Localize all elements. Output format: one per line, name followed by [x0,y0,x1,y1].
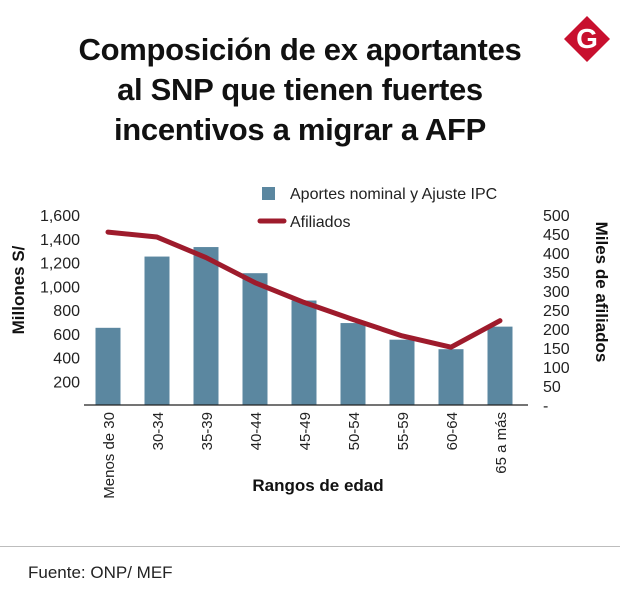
bar-35-39 [193,247,219,405]
right-tick-label: 400 [543,246,570,263]
left-tick-label: 1,000 [40,279,80,296]
legend-line-label: Afiliados [290,214,350,231]
category-label: 30-34 [150,412,167,450]
legend-bar-swatch [262,187,275,200]
left-tick-label: 400 [53,351,80,368]
bar-45-49 [291,300,317,405]
bar-60-64 [438,349,464,405]
combo-chart: 200 400 600 800 1,000 1,200 1,400 1,600 - 50 100 15… [9,186,611,499]
right-tick-label: 350 [543,265,570,282]
category-label: 35-39 [199,412,216,450]
bar-55-59 [389,339,415,405]
left-tick-label: 1,600 [40,208,80,225]
right-tick-label: 300 [543,284,570,301]
source-divider [0,546,620,547]
x-axis-title: Rangos de edad [252,476,383,495]
category-label: 50-54 [346,412,363,450]
chart-title: Composición de ex aportantes al SNP que … [30,30,570,150]
title-line-1: Composición de ex aportantes [78,32,522,67]
bar-50-54 [340,323,366,405]
right-tick-label: 200 [543,322,570,339]
right-tick-label: 500 [543,208,570,225]
category-label: 45-49 [297,412,314,450]
source-note: Fuente: ONP/ MEF [28,563,173,582]
legend-bar-label: Aportes nominal y Ajuste IPC [290,186,497,203]
right-tick-label: - [543,398,548,415]
bar-65-a-más [487,326,513,405]
left-tick-label: 1,200 [40,256,80,273]
y-axis-right-title: Miles de afiliados [592,222,611,363]
right-tick-label: 100 [543,360,570,377]
category-label: 40-44 [248,412,265,450]
category-label: 60-64 [444,412,461,450]
bar-menos-de-30 [95,327,121,405]
brand-logo-icon: G [564,16,610,62]
category-label: Menos de 30 [101,412,118,499]
category-label: 65 a más [493,412,510,474]
bar-40-44 [242,273,268,405]
logo-letter: G [576,23,598,54]
y-axis-left-title: Millones S/ [9,245,28,334]
left-tick-label: 800 [53,303,80,320]
right-tick-label: 150 [543,341,570,358]
right-tick-label: 250 [543,303,570,320]
left-tick-label: 200 [53,374,80,391]
category-label: 55-59 [395,412,412,450]
left-tick-label: 1,400 [40,232,80,249]
left-tick-label: 600 [53,327,80,344]
title-line-2: al SNP que tienen fuertes [117,72,483,107]
title-line-3: incentivos a migrar a AFP [113,112,487,147]
bar-30-34 [144,256,170,405]
right-tick-label: 50 [543,379,561,396]
right-tick-label: 450 [543,227,570,244]
